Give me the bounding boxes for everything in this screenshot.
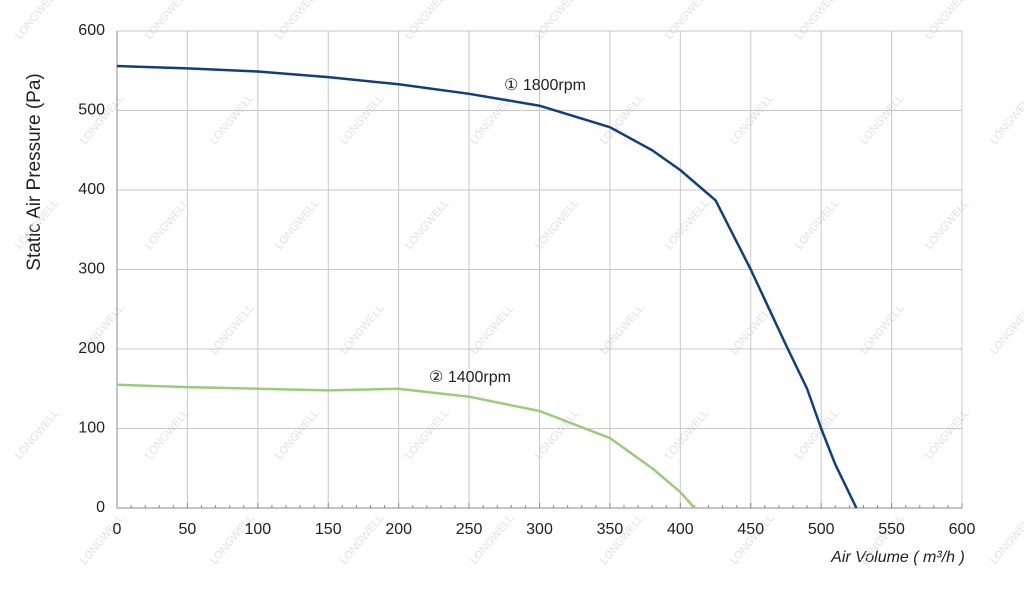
watermark: LONGWELL — [338, 92, 386, 147]
x-tick-label: 550 — [878, 521, 905, 538]
watermark: LONGWELL — [143, 197, 191, 252]
series-line — [116, 383, 696, 509]
watermark: LONGWELL — [663, 197, 711, 252]
x-tick-label: 150 — [315, 521, 342, 538]
x-tick-label: 400 — [667, 521, 694, 538]
x-tick-label: 350 — [597, 521, 624, 538]
y-tick-label: 600 — [78, 22, 105, 39]
x-tick-label: 250 — [456, 521, 483, 538]
watermark: LONGWELL — [923, 0, 971, 42]
watermark: LONGWELL — [988, 92, 1024, 147]
y-tick-label: 0 — [96, 499, 105, 516]
watermark: LONGWELL — [208, 92, 256, 147]
x-tick-label: 600 — [949, 521, 976, 538]
watermark: LONGWELL — [143, 0, 191, 42]
x-tick-label: 50 — [179, 521, 197, 538]
watermark: LONGWELL — [728, 92, 776, 147]
watermark: LONGWELL — [858, 92, 906, 147]
x-tick-label: 500 — [808, 521, 835, 538]
watermark: LONGWELL — [273, 0, 321, 42]
series-line — [116, 64, 858, 509]
watermark: LONGWELL — [793, 0, 841, 42]
watermark: LONGWELL — [273, 197, 321, 252]
x-tick-label: 450 — [737, 521, 764, 538]
watermark: LONGWELL — [403, 0, 451, 42]
watermark: LONGWELL — [403, 407, 451, 462]
y-tick-label: 300 — [78, 261, 105, 278]
y-tick-label: 200 — [78, 340, 105, 357]
x-tick-label: 0 — [113, 521, 122, 538]
x-axis-label: Air Volume ( m³/h ) — [830, 549, 965, 566]
watermark: LONGWELL — [533, 407, 581, 462]
watermark: LONGWELL — [13, 407, 61, 462]
watermark: LONGWELL — [143, 407, 191, 462]
watermark: LONGWELL — [923, 197, 971, 252]
series-label: ② 1400rpm — [429, 369, 511, 386]
watermark: LONGWELL — [13, 0, 61, 42]
watermark: LONGWELL — [273, 407, 321, 462]
y-tick-label: 100 — [78, 420, 105, 437]
watermark: LONGWELL — [533, 0, 581, 42]
watermark: LONGWELL — [988, 512, 1024, 567]
watermark: LONGWELL — [923, 407, 971, 462]
watermark: LONGWELL — [598, 92, 646, 147]
series-label: ① 1800rpm — [504, 77, 586, 94]
watermark: LONGWELL — [533, 197, 581, 252]
watermark: LONGWELL — [793, 197, 841, 252]
watermark: LONGWELL — [78, 92, 126, 147]
watermark: LONGWELL — [663, 0, 711, 42]
watermark: LONGWELL — [338, 512, 386, 567]
x-tick-label: 200 — [385, 521, 412, 538]
y-tick-label: 400 — [78, 181, 105, 198]
x-tick-label: 100 — [244, 521, 271, 538]
y-axis-label: Static Air Pressure (Pa) — [24, 73, 45, 270]
watermark: LONGWELL — [663, 407, 711, 462]
watermark: LONGWELL — [988, 302, 1024, 357]
watermark: LONGWELL — [403, 197, 451, 252]
x-tick-label: 300 — [526, 521, 553, 538]
y-tick-label: 500 — [78, 102, 105, 119]
